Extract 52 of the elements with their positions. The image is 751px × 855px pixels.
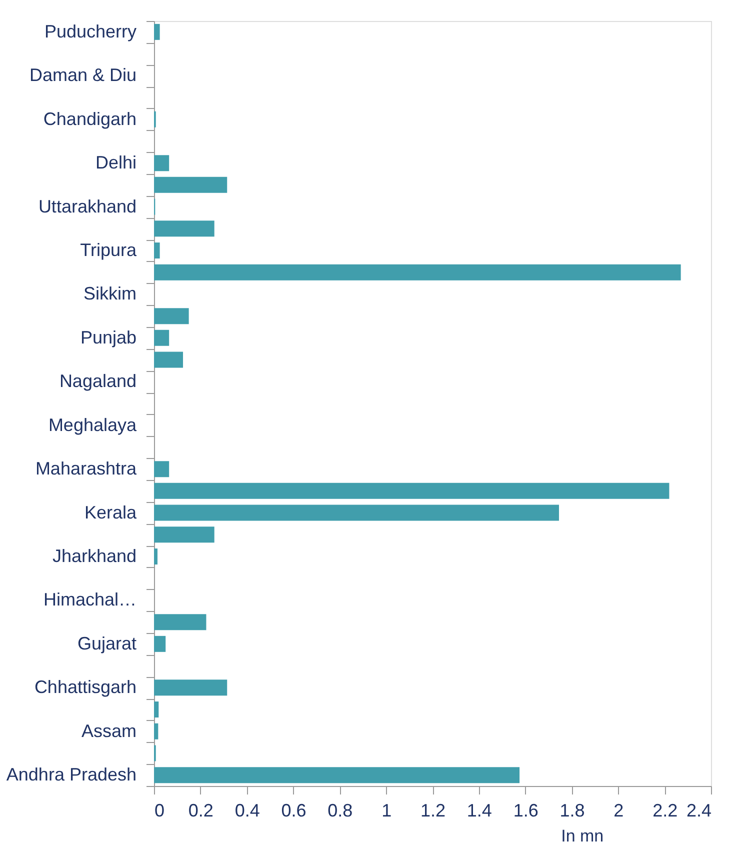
- bar: [154, 352, 184, 368]
- y-tick-label: Meghalaya: [48, 414, 138, 435]
- bar: [154, 767, 520, 784]
- bar: [154, 330, 170, 346]
- x-tick-label: 1.4: [466, 800, 492, 820]
- y-tick-label: Punjab: [80, 327, 136, 348]
- x-axis-title: In mn: [561, 826, 604, 846]
- y-tick-label: Nagaland: [59, 371, 136, 392]
- y-tick-label: Chandigarh: [43, 108, 136, 129]
- x-tick-label: 1.8: [560, 800, 585, 820]
- y-tick-label: Puducherry: [44, 21, 136, 42]
- y-tick-label: Jharkhand: [52, 546, 136, 566]
- x-tick-label: 2.2: [652, 800, 678, 820]
- bar: [154, 155, 170, 172]
- x-tick-label: 2.4: [686, 800, 712, 820]
- y-tick-label: Kerala: [84, 502, 138, 522]
- x-tick-label: 0: [154, 800, 165, 820]
- y-tick-label: Gujarat: [77, 633, 136, 654]
- bar: [154, 548, 158, 564]
- y-tick-label: Sikkim: [84, 284, 136, 304]
- bar: [154, 482, 670, 499]
- bar: [154, 636, 166, 652]
- x-tick-label: 1: [382, 800, 392, 820]
- bar: [154, 220, 214, 237]
- y-tick-label: Maharashtra: [35, 458, 138, 479]
- y-tick-label: Delhi: [95, 152, 136, 173]
- x-tick-label: 0.8: [328, 800, 353, 820]
- bar: [154, 504, 559, 521]
- bar: [154, 264, 681, 280]
- x-tick-label: 0.6: [281, 800, 306, 820]
- bar: [154, 614, 206, 630]
- x-tick-label: 2: [614, 800, 624, 820]
- bar: [154, 680, 228, 696]
- bar: [154, 308, 189, 324]
- bar: [154, 702, 159, 718]
- y-tick-label: Daman & Diu: [29, 65, 136, 86]
- x-tick-label: 1.6: [513, 800, 538, 820]
- y-tick-label: Himachal…: [43, 590, 136, 610]
- x-tick-label: 0.4: [234, 800, 260, 820]
- y-tick-label: Andhra Pradesh: [6, 764, 136, 785]
- y-tick-label: Uttarakhand: [38, 196, 136, 216]
- x-tick-label: 0.2: [188, 800, 214, 820]
- bar: [154, 526, 214, 543]
- y-tick-label: Tripura: [80, 240, 138, 260]
- x-tick-label: 1.2: [420, 800, 446, 820]
- bar: [154, 461, 170, 478]
- bar: [154, 24, 160, 40]
- y-tick-label: Chhattisgarh: [34, 677, 136, 698]
- y-tick-label: Assam: [81, 720, 136, 741]
- bar: [154, 723, 158, 740]
- bar: [154, 242, 160, 258]
- bar: [154, 176, 228, 193]
